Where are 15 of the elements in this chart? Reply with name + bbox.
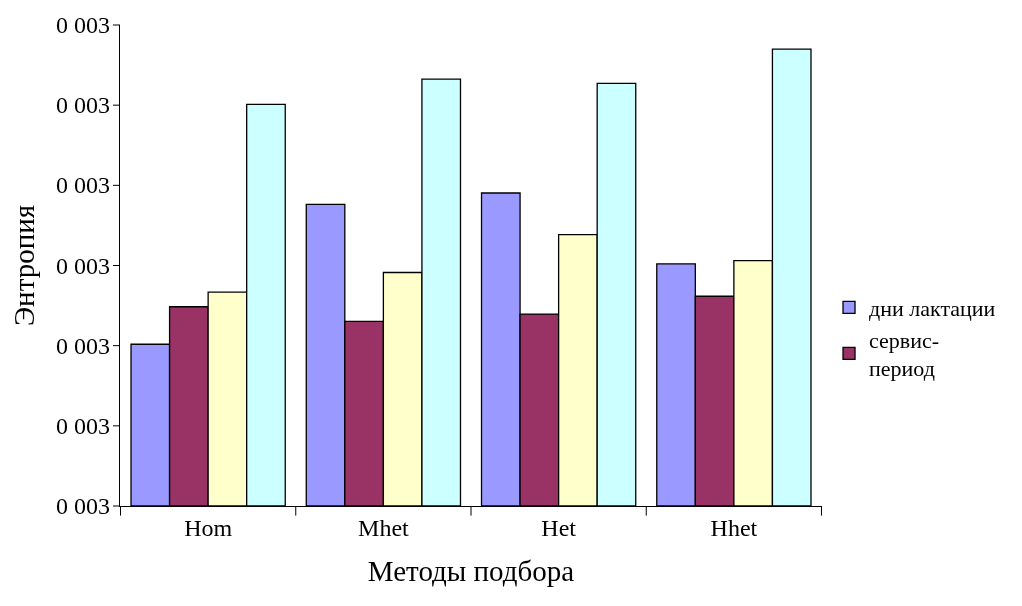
text: 0 003 <box>56 253 110 279</box>
text: 0 003 <box>56 12 110 38</box>
x-tick-label: Mhet <box>358 514 410 541</box>
x-tick-label: Hom <box>184 514 233 541</box>
text: 0 003 <box>56 493 110 519</box>
x-tick-label: Het <box>541 514 577 541</box>
legend-label: дни лактации <box>869 296 996 322</box>
x-axis-title: Методы подбора <box>367 554 575 587</box>
text: 0 003 <box>56 92 110 118</box>
legend-label: сервис-период <box>869 327 940 382</box>
text: 0 003 <box>56 333 110 359</box>
text: 0 003 <box>56 172 110 198</box>
x-tick-label: Hhet <box>710 514 758 541</box>
text: 0 003 <box>56 413 110 439</box>
y-axis-title: Энтропия <box>8 204 41 327</box>
